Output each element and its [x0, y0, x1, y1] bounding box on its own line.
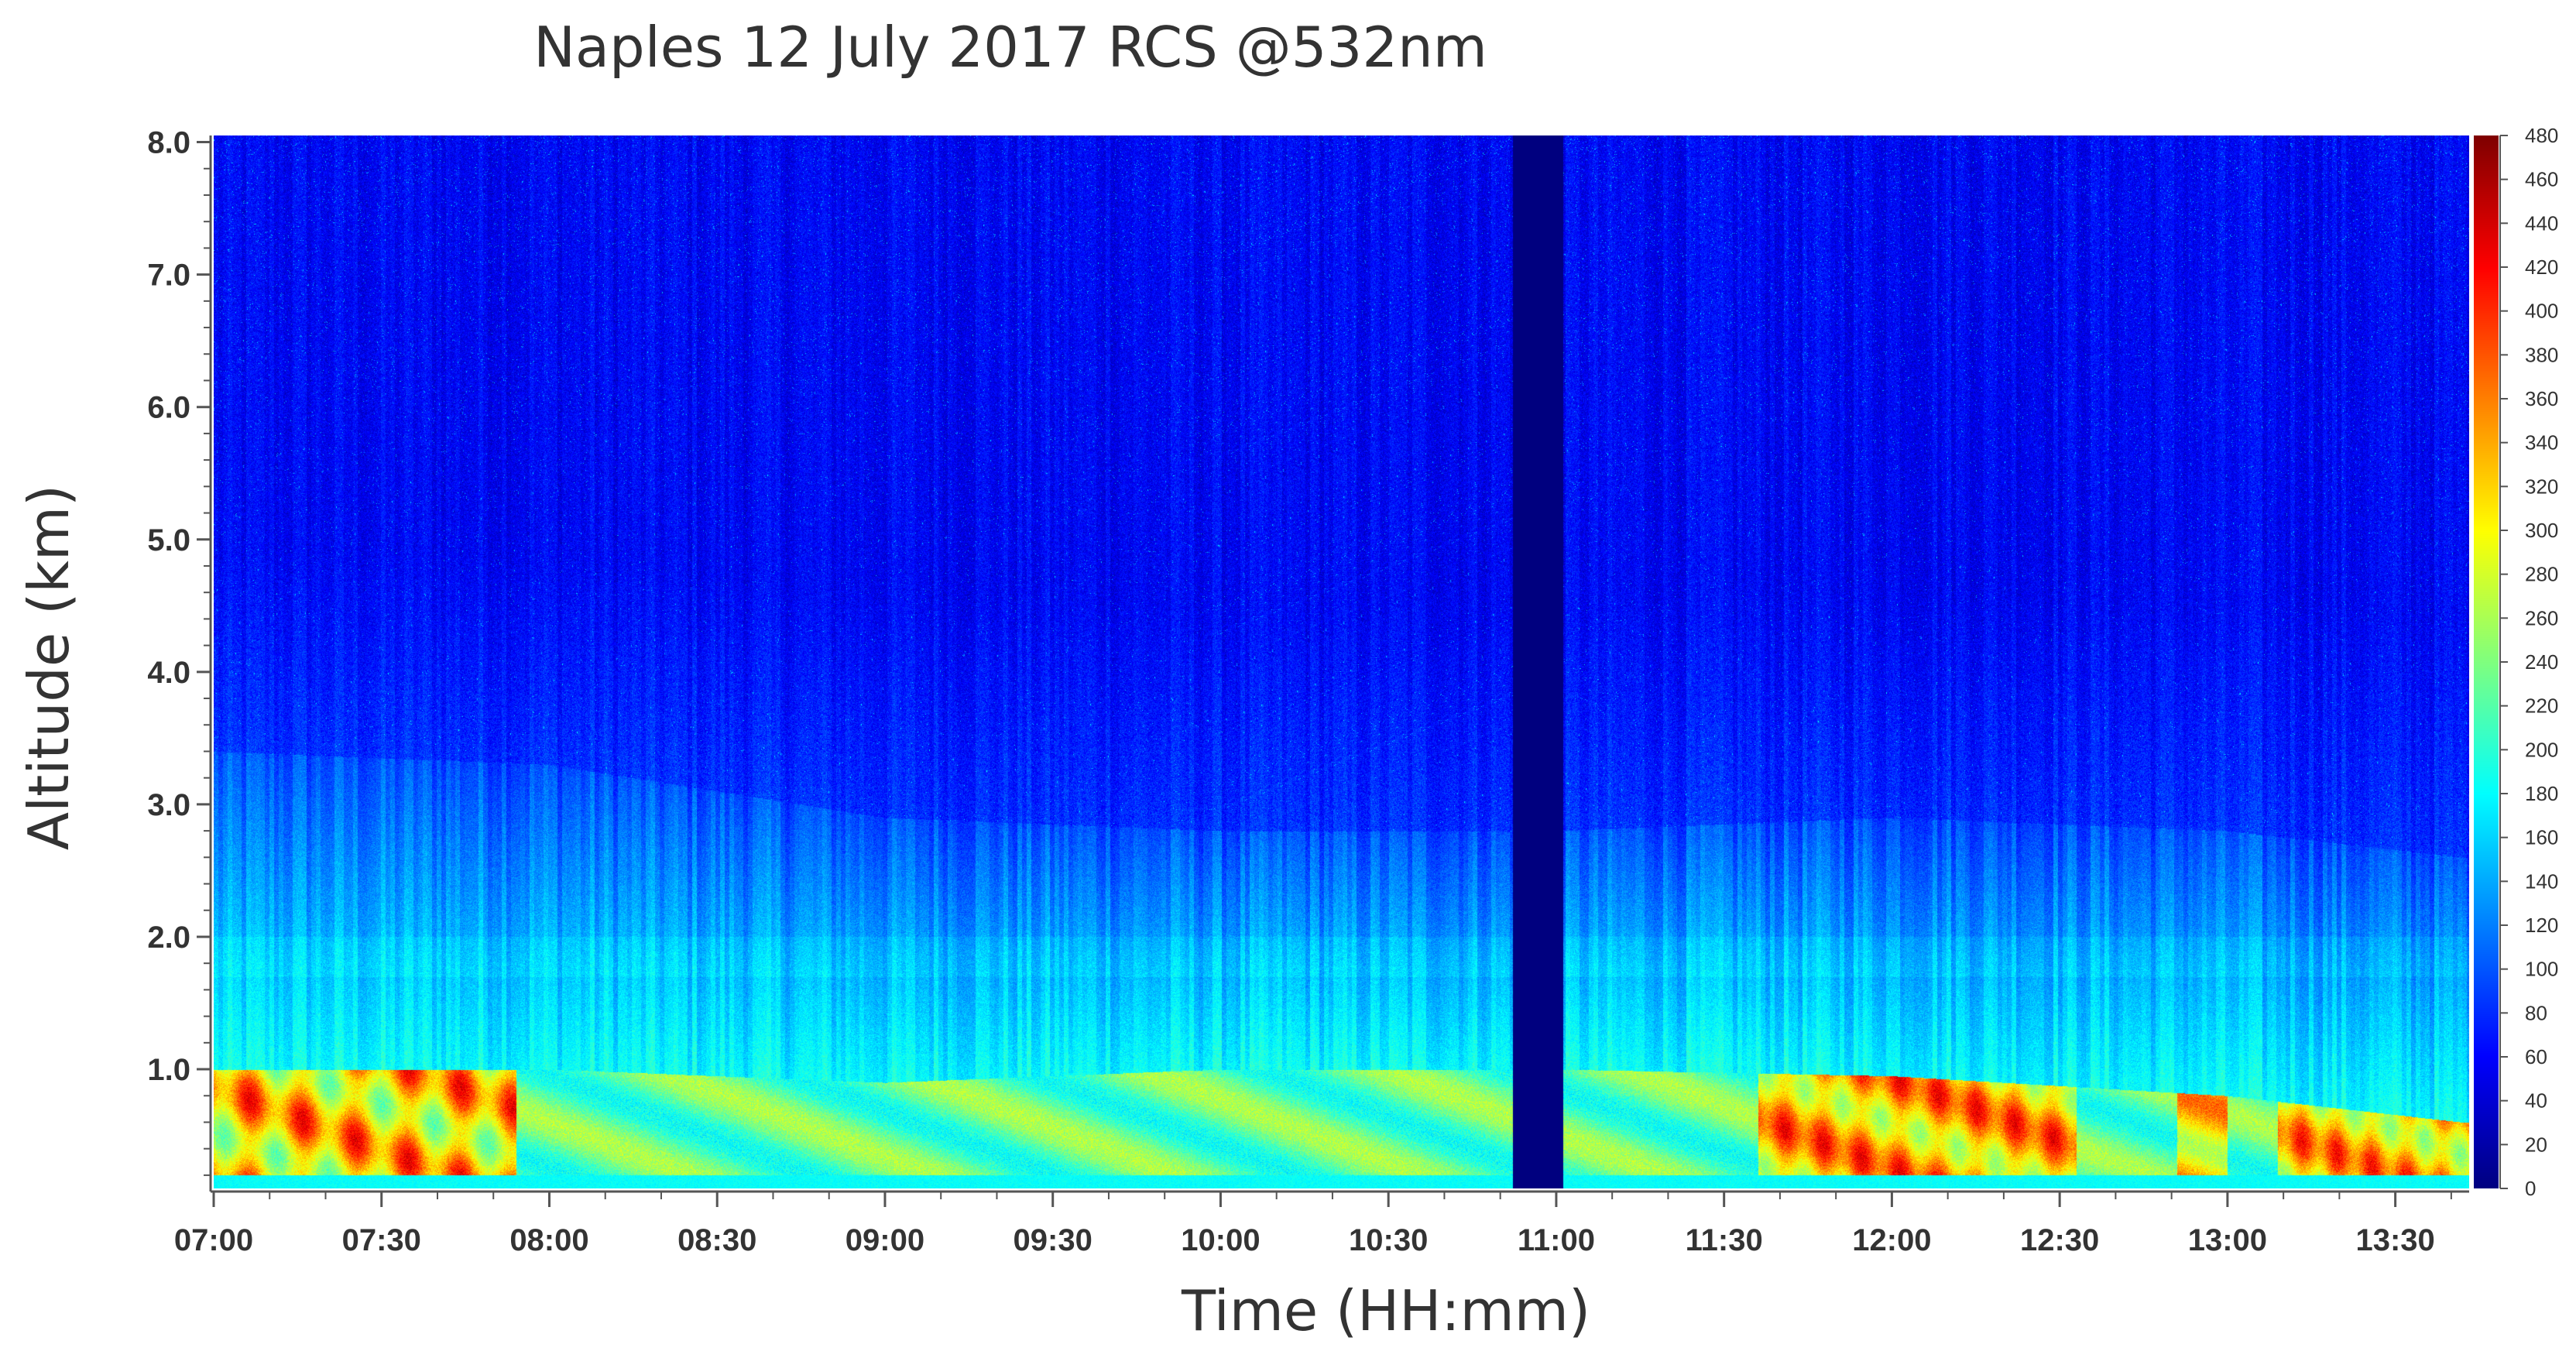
colorbar-tick-label: 260	[2525, 606, 2558, 629]
x-axis-ticks: 07:00 07:30 08:00 08:30 09:00 09:30 10:00 10:30…	[174, 1192, 2452, 1257]
colorbar-tick-label: 20	[2525, 1133, 2547, 1156]
colorbar-canvas	[2474, 135, 2499, 1188]
y-tick-label: 4.0	[147, 656, 190, 690]
y-tick-label: 3.0	[147, 788, 190, 822]
x-tick-label: 13:30	[2355, 1223, 2434, 1257]
y-axis-label: Altitude (km)	[16, 485, 81, 850]
x-tick-label: 12:30	[2020, 1223, 2099, 1257]
colorbar-tick-label: 360	[2525, 387, 2558, 410]
colorbar-ticks: 0 20 40 60 80 100 120 140 160 180 200 220 240 260 280 3…	[2499, 124, 2558, 1200]
x-tick-label: 08:00	[509, 1223, 588, 1257]
x-tick-label: 07:30	[342, 1223, 421, 1257]
colorbar-tick-label: 140	[2525, 869, 2558, 893]
colorbar	[2474, 135, 2499, 1188]
y-tick-label: 1.0	[147, 1053, 190, 1087]
colorbar-tick-label: 460	[2525, 168, 2558, 191]
colorbar-tick-label: 340	[2525, 431, 2558, 454]
colorbar-tick-label: 120	[2525, 914, 2558, 937]
colorbar-tick-label: 300	[2525, 519, 2558, 542]
colorbar-tick-label: 480	[2525, 124, 2558, 147]
colorbar-tick-label: 400	[2525, 300, 2558, 323]
y-tick-label: 8.0	[147, 126, 190, 160]
colorbar-tick-label: 100	[2525, 958, 2558, 981]
heatmap-area	[214, 135, 2469, 1188]
colorbar-tick-label: 280	[2525, 563, 2558, 586]
x-tick-label: 12:00	[1852, 1223, 1931, 1257]
colorbar-tick-label: 220	[2525, 694, 2558, 718]
x-tick-label: 09:30	[1014, 1223, 1092, 1257]
colorbar-tick-label: 320	[2525, 475, 2558, 498]
x-tick-label: 09:00	[846, 1223, 924, 1257]
x-tick-label: 08:30	[677, 1223, 756, 1257]
x-tick-label: 10:00	[1181, 1223, 1260, 1257]
colorbar-tick-label: 40	[2525, 1089, 2547, 1113]
colorbar-tick-label: 180	[2525, 782, 2558, 805]
colorbar-tick-label: 240	[2525, 650, 2558, 674]
x-axis-label: Time (HH:mm)	[1181, 1278, 1590, 1343]
colorbar-tick-label: 160	[2525, 826, 2558, 849]
x-tick-label: 10:30	[1349, 1223, 1428, 1257]
colorbar-tick-label: 80	[2525, 1001, 2547, 1024]
colorbar-tick-label: 200	[2525, 738, 2558, 761]
colorbar-tick-label: 420	[2525, 255, 2558, 279]
y-tick-label: 5.0	[147, 523, 190, 557]
x-tick-label: 13:00	[2188, 1223, 2267, 1257]
colorbar-tick-label: 380	[2525, 343, 2558, 366]
heatmap-canvas	[214, 135, 2469, 1188]
colorbar-tick-label: 60	[2525, 1045, 2547, 1068]
chart-title: Naples 12 July 2017 RCS @532nm	[533, 15, 1487, 80]
y-tick-label: 7.0	[147, 259, 190, 293]
colorbar-tick-label: 440	[2525, 211, 2558, 235]
x-tick-label: 07:00	[174, 1223, 253, 1257]
colorbar-tick-label: 0	[2525, 1177, 2536, 1200]
y-tick-label: 6.0	[147, 391, 190, 425]
x-tick-label: 11:30	[1686, 1223, 1763, 1257]
x-tick-label: 11:00	[1518, 1223, 1595, 1257]
y-axis-ticks: 1.0 2.0 3.0 4.0 5.0 6.0 7.0 8.0	[147, 126, 211, 1176]
y-tick-label: 2.0	[147, 921, 190, 955]
